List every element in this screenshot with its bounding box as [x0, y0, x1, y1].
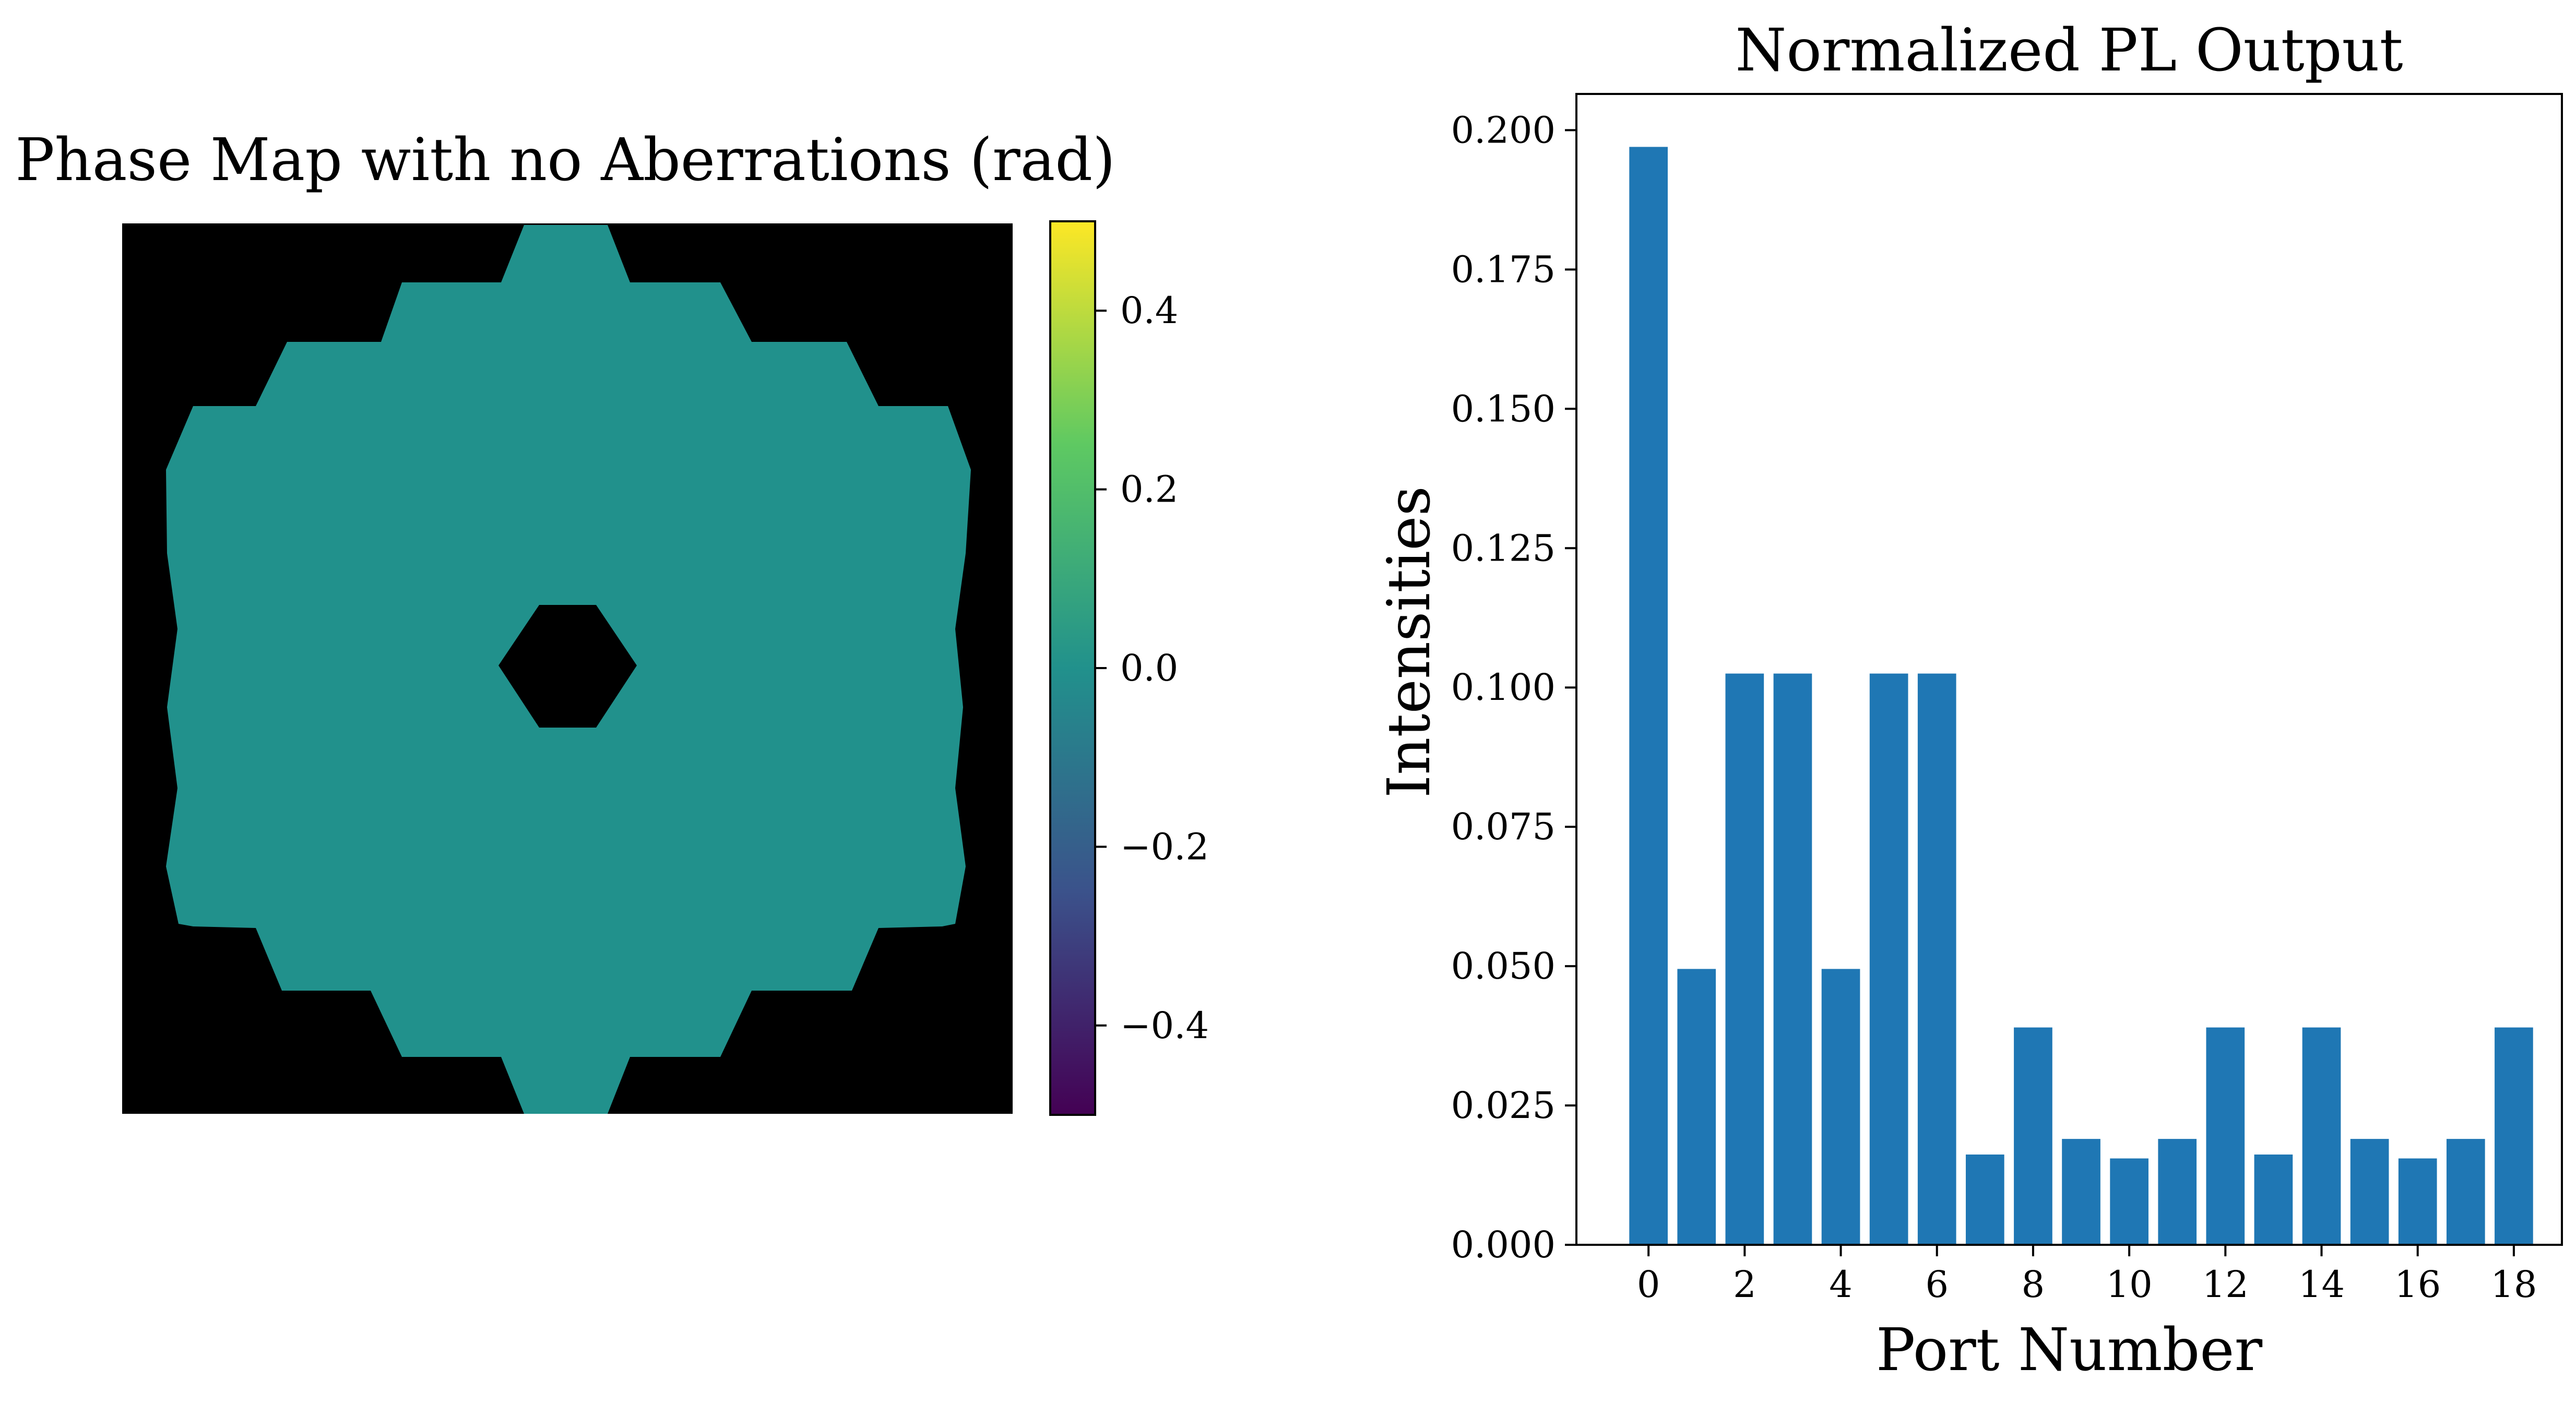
bar-port-8: [2014, 1027, 2052, 1245]
colorbar-gradient: [1049, 220, 1096, 1116]
bar-port-16: [2398, 1158, 2437, 1245]
bar-port-9: [2062, 1139, 2100, 1245]
colorbar-tick-label: 0.0: [1120, 647, 1178, 689]
y-tick-label: 0.125: [1451, 527, 1556, 569]
y-tick-label: 0.200: [1451, 109, 1556, 151]
x-tick-label: 0: [1637, 1263, 1660, 1306]
y-tick-label: 0.000: [1451, 1223, 1556, 1266]
bar-port-15: [2350, 1139, 2389, 1245]
bar-port-17: [2446, 1139, 2485, 1245]
x-tick-label: 14: [2298, 1263, 2345, 1306]
bar-chart-title: Normalized PL Output: [1735, 17, 2403, 85]
bar-chart-xlabel: Port Number: [1876, 1316, 2263, 1384]
y-tick-label: 0.150: [1451, 387, 1556, 430]
x-tick-label: 8: [2022, 1263, 2045, 1306]
bar-port-11: [2158, 1139, 2197, 1245]
phase-map-colorbar: 0.4 0.2 0.0 −0.2 −0.4: [1049, 220, 1209, 1116]
phase-map-pupil: [166, 225, 971, 1114]
y-tick-label: 0.100: [1451, 666, 1556, 709]
bar-port-1: [1677, 969, 1716, 1245]
bar-port-0: [1629, 147, 1668, 1245]
bar-series: [1629, 147, 2533, 1245]
colorbar-tick-label: 0.2: [1120, 468, 1178, 511]
bar-port-14: [2302, 1027, 2341, 1245]
x-tick-label: 4: [1829, 1263, 1853, 1306]
y-tick-label: 0.050: [1451, 945, 1556, 987]
bar-port-2: [1725, 673, 1764, 1245]
bar-port-10: [2110, 1158, 2148, 1245]
bar-port-5: [1869, 673, 1908, 1245]
bar-port-4: [1821, 969, 1860, 1245]
y-tick-label: 0.025: [1451, 1084, 1556, 1127]
x-tick-label: 6: [1925, 1263, 1949, 1306]
colorbar-tick-label: 0.4: [1120, 289, 1178, 332]
y-tick-label: 0.175: [1451, 248, 1556, 291]
colorbar-tick-label: −0.2: [1120, 825, 1209, 868]
x-tick-label: 12: [2202, 1263, 2249, 1306]
bar-port-12: [2206, 1027, 2245, 1245]
bar-port-18: [2495, 1027, 2533, 1245]
bar-port-6: [1917, 673, 1956, 1245]
bar-port-13: [2254, 1155, 2293, 1245]
colorbar-tick-label: −0.4: [1120, 1004, 1209, 1047]
bar-chart-axes-frame: [1575, 93, 2563, 1246]
y-tick-label: 0.075: [1451, 805, 1556, 848]
bar-chart-ylabel: Intensities: [1375, 486, 1443, 798]
x-tick-label: 18: [2490, 1263, 2537, 1306]
x-tick-label: 16: [2394, 1263, 2441, 1306]
phase-map-title: Phase Map with no Aberrations (rad): [15, 126, 1115, 194]
phase-map-panel: Phase Map with no Aberrations (rad) 0.40…: [15, 126, 1209, 1116]
bar-chart-panel: Normalized PL Output Intensities Port Nu…: [1375, 17, 2563, 1384]
y-axis-ticks: 0.000 0.025 0.050 0.075 0.100 0.125 0.150 0.175…: [1451, 109, 1576, 1266]
bar-port-3: [1773, 673, 1812, 1245]
x-tick-label: 10: [2106, 1263, 2153, 1306]
x-axis-ticks: 0 2 4 6 8 10 12 14 16 18: [1637, 1245, 2537, 1306]
bar-port-7: [1965, 1155, 2004, 1245]
x-tick-label: 2: [1733, 1263, 1756, 1306]
colorbar-ticks: 0.4 0.2 0.0 −0.2 −0.4: [1095, 289, 1209, 1047]
